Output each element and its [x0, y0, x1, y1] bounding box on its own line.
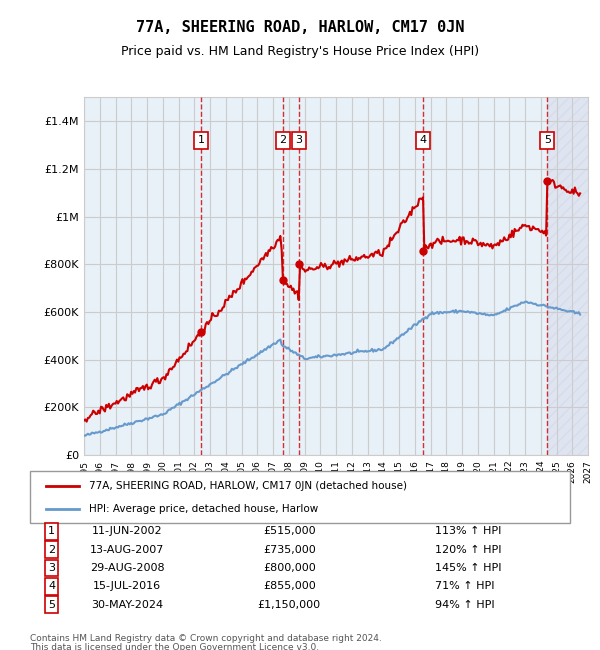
Text: 4: 4 — [419, 135, 427, 146]
Bar — [547, 98, 588, 455]
Text: 15-JUL-2016: 15-JUL-2016 — [93, 581, 161, 592]
Text: £800,000: £800,000 — [263, 563, 316, 573]
Text: HPI: Average price, detached house, Harlow: HPI: Average price, detached house, Harl… — [89, 504, 319, 514]
Text: 94% ↑ HPI: 94% ↑ HPI — [435, 599, 494, 610]
Text: 13-AUG-2007: 13-AUG-2007 — [90, 545, 164, 554]
Text: 5: 5 — [544, 135, 551, 146]
Text: This data is licensed under the Open Government Licence v3.0.: This data is licensed under the Open Gov… — [30, 644, 319, 650]
Text: £1,150,000: £1,150,000 — [257, 599, 321, 610]
Text: Contains HM Land Registry data © Crown copyright and database right 2024.: Contains HM Land Registry data © Crown c… — [30, 634, 382, 643]
Text: 3: 3 — [48, 563, 55, 573]
Text: 4: 4 — [48, 581, 55, 592]
Text: 1: 1 — [48, 526, 55, 536]
Text: 2: 2 — [48, 545, 55, 554]
Text: 77A, SHEERING ROAD, HARLOW, CM17 0JN: 77A, SHEERING ROAD, HARLOW, CM17 0JN — [136, 20, 464, 34]
Text: Price paid vs. HM Land Registry's House Price Index (HPI): Price paid vs. HM Land Registry's House … — [121, 46, 479, 58]
Text: 5: 5 — [48, 599, 55, 610]
Text: 3: 3 — [295, 135, 302, 146]
Text: 120% ↑ HPI: 120% ↑ HPI — [435, 545, 502, 554]
Text: 2: 2 — [279, 135, 286, 146]
Text: 30-MAY-2024: 30-MAY-2024 — [91, 599, 163, 610]
Text: 11-JUN-2002: 11-JUN-2002 — [92, 526, 163, 536]
Text: £735,000: £735,000 — [263, 545, 316, 554]
Text: £515,000: £515,000 — [263, 526, 316, 536]
FancyBboxPatch shape — [30, 471, 570, 523]
Text: 145% ↑ HPI: 145% ↑ HPI — [435, 563, 502, 573]
Text: 71% ↑ HPI: 71% ↑ HPI — [435, 581, 494, 592]
Text: 1: 1 — [197, 135, 205, 146]
Text: 77A, SHEERING ROAD, HARLOW, CM17 0JN (detached house): 77A, SHEERING ROAD, HARLOW, CM17 0JN (de… — [89, 481, 407, 491]
Text: 113% ↑ HPI: 113% ↑ HPI — [435, 526, 502, 536]
Text: £855,000: £855,000 — [263, 581, 316, 592]
Text: 29-AUG-2008: 29-AUG-2008 — [90, 563, 164, 573]
